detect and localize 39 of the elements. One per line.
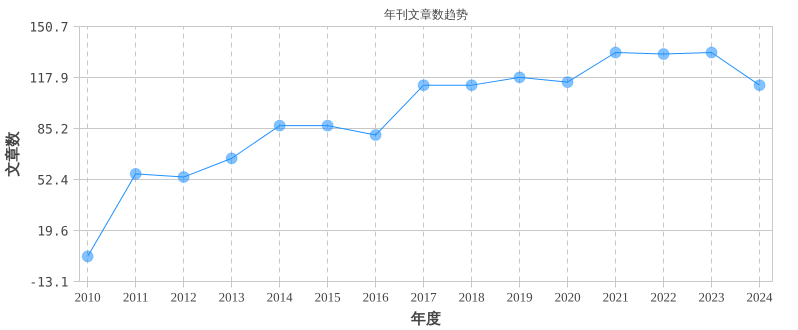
x-tick-label: 2023 xyxy=(698,290,725,304)
point xyxy=(706,46,718,58)
x-tick-label: 2018 xyxy=(458,290,485,304)
x-tick-label: 2014 xyxy=(266,290,294,304)
point xyxy=(514,71,526,84)
x-tick-label: 2022 xyxy=(650,290,677,304)
point xyxy=(226,152,238,164)
point xyxy=(82,250,94,262)
point xyxy=(562,76,574,88)
y-tick-label: 150.7 xyxy=(29,20,69,36)
point xyxy=(322,120,334,132)
x-tick-label: 2016 xyxy=(362,290,390,304)
point xyxy=(658,48,670,60)
x-tick-label: 2012 xyxy=(170,290,197,304)
y-tick-label: 117.9 xyxy=(29,72,69,87)
x-tick-label: 2015 xyxy=(314,290,341,304)
x-tick-label: 2024 xyxy=(746,290,774,304)
x-tick-label: 2021 xyxy=(602,290,629,304)
y-tick-label: 19.6 xyxy=(37,224,69,240)
x-axis-title: 年度 xyxy=(410,310,441,328)
x-tick-label: 2017 xyxy=(410,290,438,304)
y-tick-label: 52.4 xyxy=(37,174,69,189)
x-tick-label: 2020 xyxy=(554,290,581,304)
y-axis-title: 文章数 xyxy=(3,130,22,178)
chart-title: 年刊文章数趋势 xyxy=(384,8,468,22)
y-tick-label: 85.2 xyxy=(37,122,69,138)
point xyxy=(130,168,142,180)
x-tick-label: 2011 xyxy=(122,290,148,304)
point xyxy=(274,120,286,132)
point xyxy=(370,129,382,141)
point xyxy=(418,79,430,92)
point xyxy=(178,171,190,184)
point xyxy=(610,46,622,58)
x-tick-label: 2019 xyxy=(506,290,533,304)
x-tick-label: 2010 xyxy=(74,290,101,304)
point xyxy=(466,79,478,92)
point xyxy=(754,79,766,92)
y-tick-label: -13.1 xyxy=(29,276,69,290)
x-tick-label: 2013 xyxy=(218,290,245,304)
